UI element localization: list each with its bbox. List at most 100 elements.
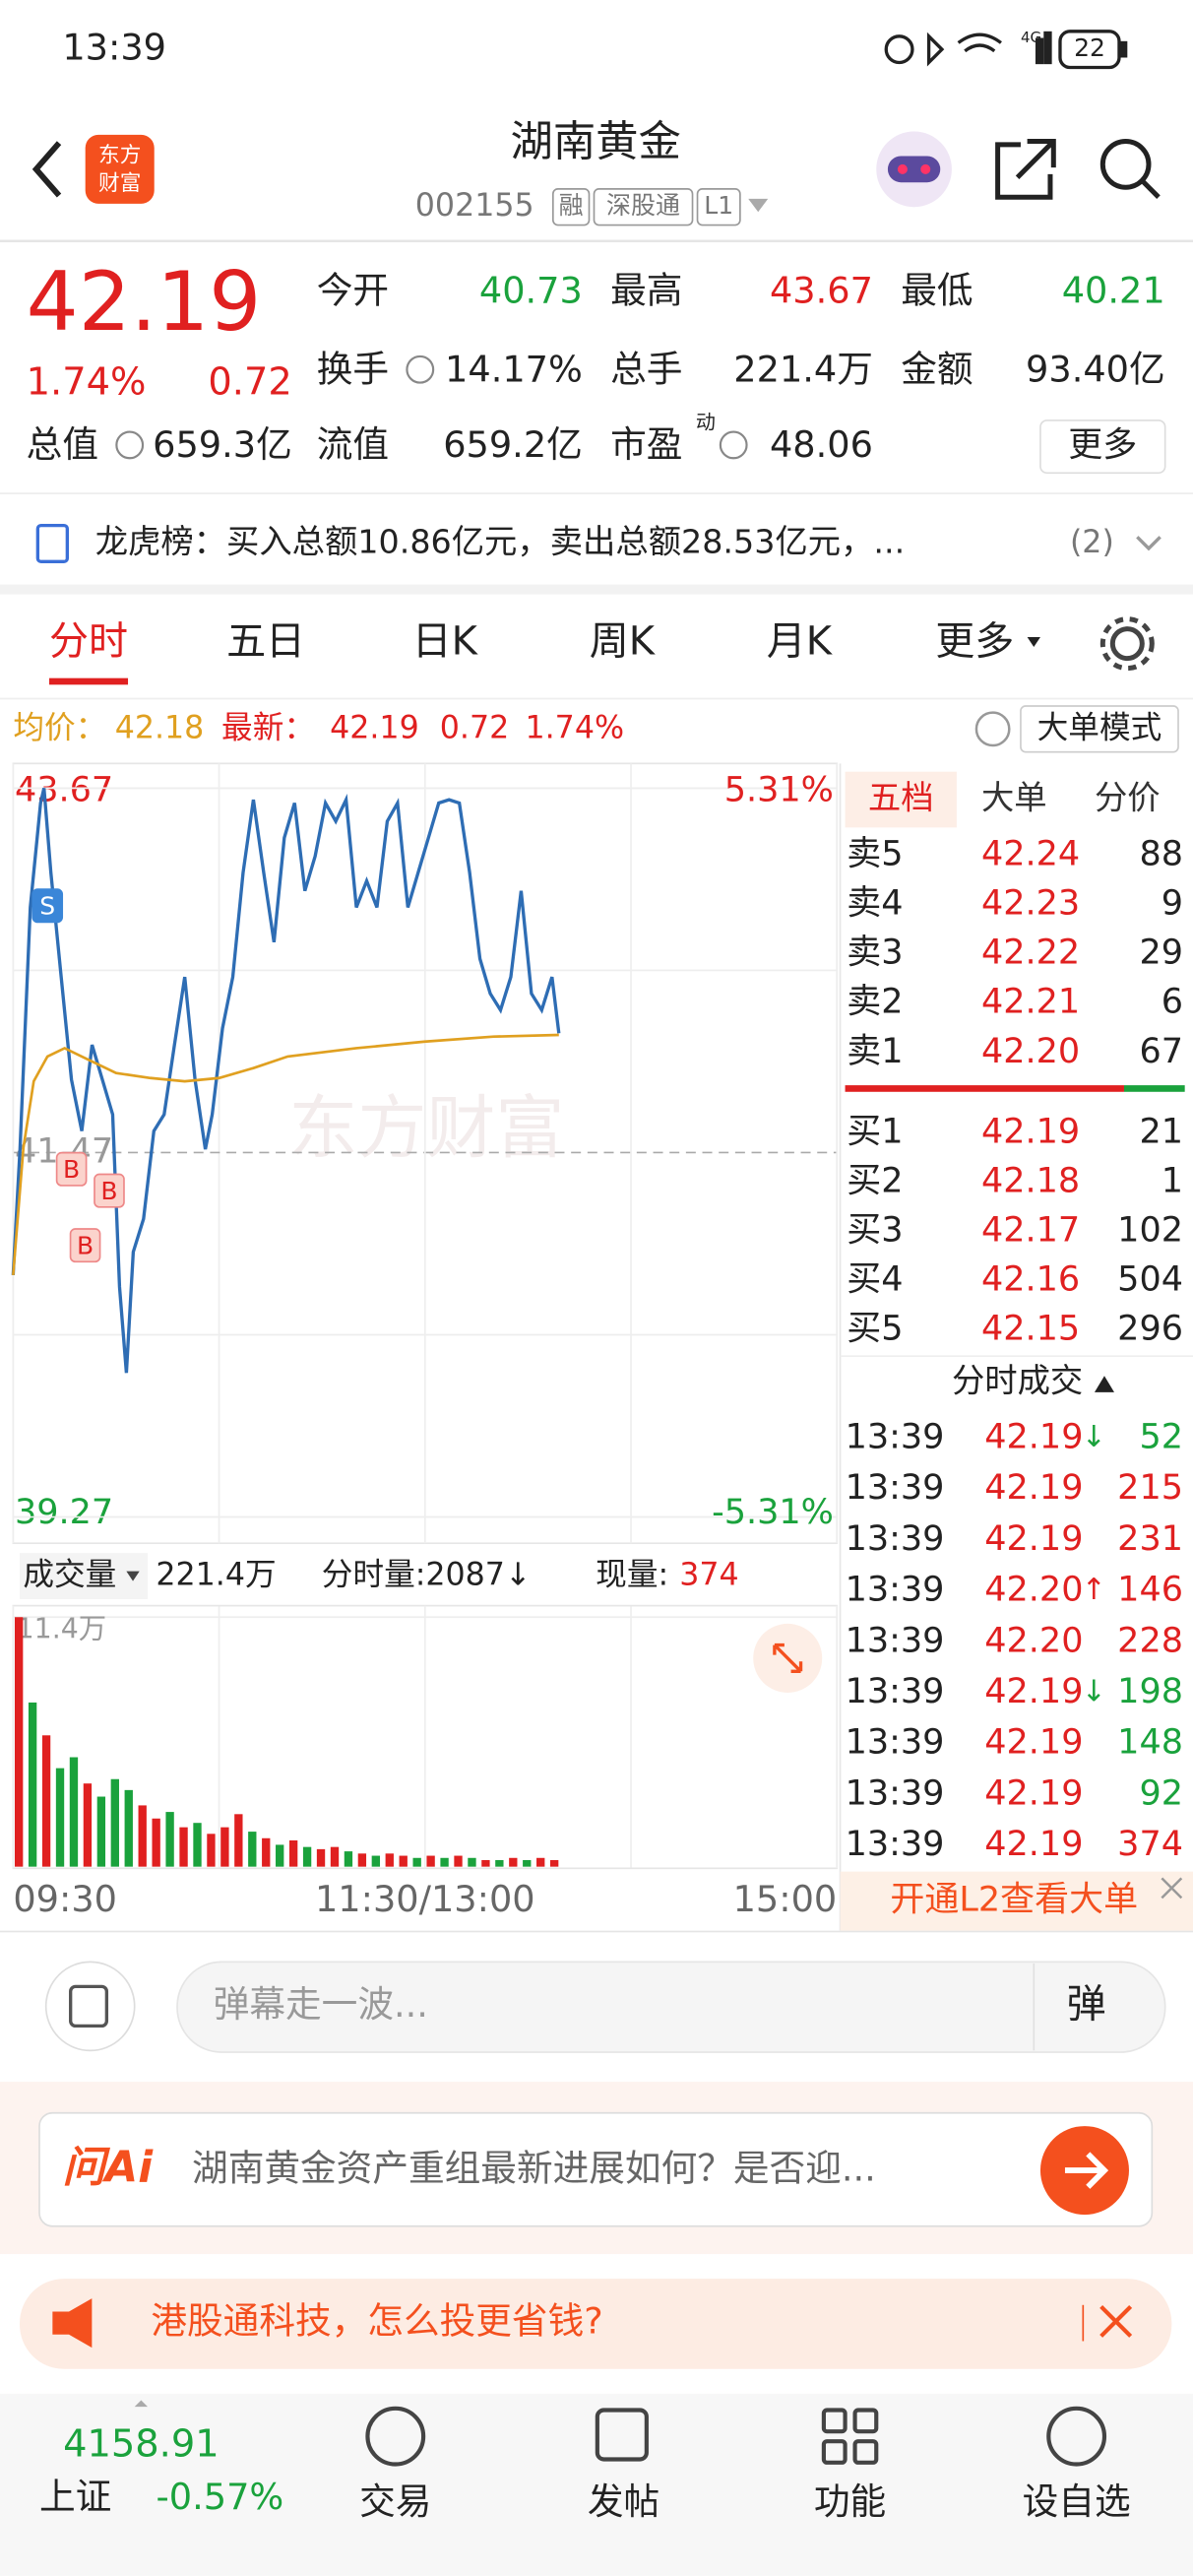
search-button[interactable] [1099, 139, 1152, 190]
comment-tool[interactable] [44, 1961, 136, 2052]
book-volume: 504 [1117, 1259, 1183, 1299]
ai-box[interactable] [38, 2111, 1154, 2227]
stat-value: 48.06 [770, 423, 873, 466]
book-price: 42.18 [981, 1161, 1080, 1200]
tab[interactable]: 五日 [226, 619, 305, 665]
volume-bar [357, 1853, 367, 1867]
price-line [12, 1033, 559, 1276]
volume-total: 221.4万 [156, 1558, 276, 1593]
trade-arrow: ↑ [1082, 1573, 1106, 1607]
book-volume: 67 [1139, 1032, 1183, 1071]
nav-item[interactable]: 设自选 [1023, 2480, 1131, 2523]
tab[interactable]: 月K [767, 619, 834, 665]
index-name: 上证 [39, 2476, 111, 2518]
volume-bar [96, 1796, 106, 1867]
dropdown[interactable] [748, 198, 769, 213]
book-tab[interactable]: 分价 [1095, 779, 1161, 817]
comment-input[interactable] [176, 1961, 1166, 2053]
now-label: 现量: [596, 1558, 668, 1593]
tab[interactable]: 日K [412, 619, 479, 665]
settings-button[interactable] [1109, 626, 1145, 662]
nav-item[interactable]: 发帖 [588, 2480, 659, 2523]
book-label: 卖4 [847, 884, 903, 924]
trade-marker [94, 1173, 125, 1208]
book-volume: 1 [1162, 1161, 1183, 1200]
book-label: 买2 [847, 1161, 903, 1200]
trade-volume: 231 [1117, 1519, 1183, 1559]
stat-label: 市盈 [610, 423, 682, 466]
book-volume: 9 [1162, 884, 1183, 924]
minute-volume: 分时量:2087↓ [322, 1558, 532, 1593]
volume-label: 成交量 [23, 1558, 116, 1593]
volume-bar [28, 1702, 37, 1867]
stat-label: 最低 [901, 269, 973, 311]
trade-price: 42.19 [984, 1468, 1083, 1508]
book-label: 买3 [847, 1210, 903, 1250]
trade-price: 42.19 [984, 1825, 1083, 1864]
clock: 13:39 [62, 27, 166, 69]
stock-code: 002155 [415, 188, 534, 224]
trade-time: 13:39 [846, 1621, 945, 1660]
volume-bar [385, 1853, 394, 1867]
trade-time: 13:39 [846, 1773, 945, 1813]
volume-bar [509, 1857, 518, 1867]
y-tick-label: 11.4万 [17, 1613, 106, 1645]
book-volume: 21 [1139, 1112, 1183, 1151]
volume-bar [495, 1859, 504, 1867]
ask-ratio [845, 1085, 1124, 1092]
index-value[interactable]: 4158.91 [63, 2422, 220, 2467]
promo-close[interactable] [1099, 2304, 1133, 2338]
book-tab[interactable]: 五档 [868, 779, 934, 817]
trade-time: 13:39 [846, 1468, 945, 1508]
trade-marker [69, 1228, 101, 1263]
divider [0, 492, 1193, 494]
more-button[interactable] [1039, 419, 1166, 475]
status-icons [884, 30, 1128, 70]
book-price: 42.24 [981, 835, 1080, 874]
volume-bar [302, 1846, 312, 1867]
book-tab[interactable]: 大单 [981, 779, 1047, 817]
latest-label: 最新： [221, 710, 315, 745]
book-price: 42.22 [981, 934, 1080, 973]
tag: L1 [704, 191, 733, 220]
y2-tick-label: -5.31% [712, 1493, 834, 1532]
change-pct: 1.74% [27, 360, 147, 405]
danmaku-button[interactable]: 弹 [1067, 1981, 1106, 2027]
l2-banner[interactable] [840, 1871, 1193, 1931]
logo [85, 134, 155, 204]
tag-box [593, 188, 694, 226]
mode-button[interactable] [1020, 705, 1179, 753]
trade-marker-label: S [39, 891, 55, 920]
share-button[interactable] [995, 139, 1056, 200]
separator [0, 584, 1193, 595]
tag: 深股通 [606, 191, 680, 220]
volume-select[interactable] [20, 1553, 149, 1599]
stat-value: 14.17% [445, 348, 583, 390]
divider [0, 239, 1193, 243]
tab[interactable]: 分时 [49, 619, 128, 665]
book-label: 买5 [847, 1310, 903, 1349]
stat-value: 659.2亿 [443, 423, 583, 466]
book-price: 42.17 [981, 1210, 1080, 1250]
promo-banner[interactable] [20, 2279, 1172, 2369]
volume-bar [165, 1812, 174, 1867]
x-tick-label: 15:00 [733, 1878, 838, 1920]
tab[interactable]: 更多 [935, 619, 1014, 665]
latest-value: 42.19 [330, 710, 419, 745]
y2-tick-label: 5.31% [724, 771, 834, 810]
price-line [11, 787, 561, 1374]
stat-label: 总值 [27, 423, 98, 466]
notice-text[interactable]: 龙虎榜：买入总额10.86亿元，卖出总额28.53亿元，... [95, 522, 906, 560]
volume-bar [549, 1859, 559, 1867]
y-tick-label: 43.67 [15, 771, 113, 810]
nav-item[interactable]: 交易 [359, 2480, 431, 2523]
title: 湖南黄金 [511, 117, 681, 166]
tab[interactable]: 周K [590, 619, 657, 665]
trade-time: 13:39 [846, 1418, 945, 1457]
stat-label: 流值 [317, 423, 389, 466]
trade-volume: 52 [1139, 1418, 1183, 1457]
nav-item[interactable]: 功能 [814, 2480, 886, 2523]
back-button[interactable] [31, 141, 62, 198]
